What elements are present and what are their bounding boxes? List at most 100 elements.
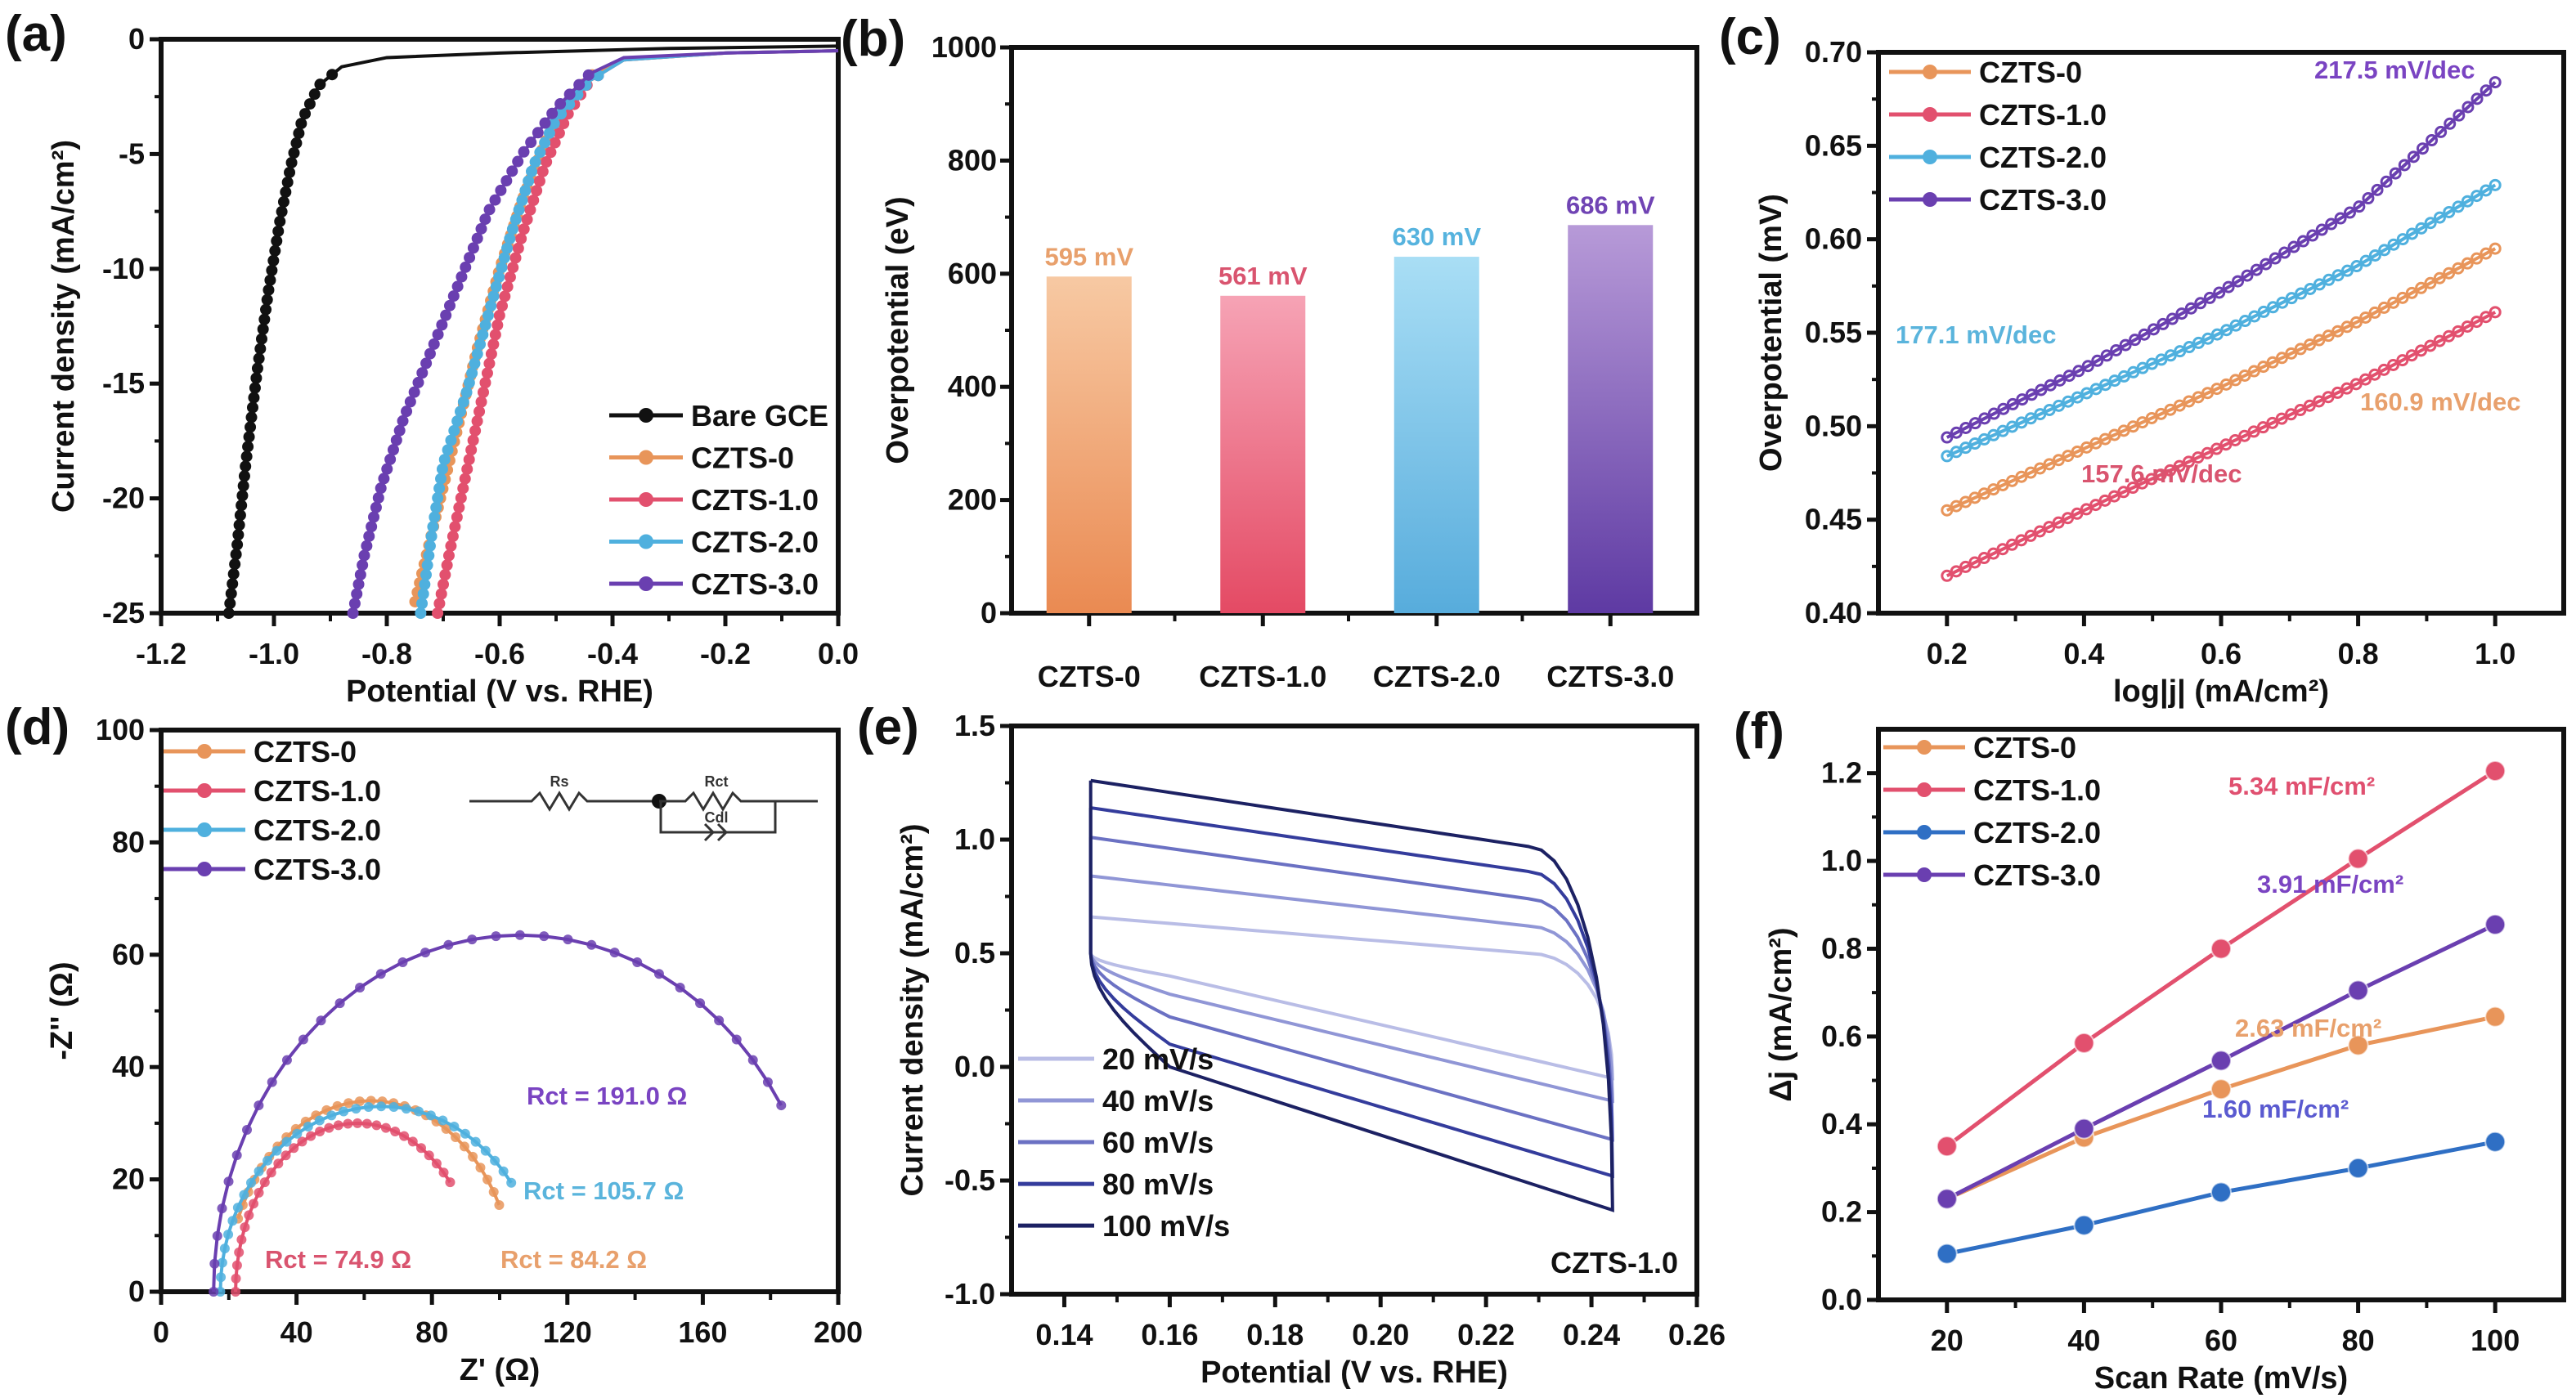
data-point — [2306, 229, 2319, 242]
data-point — [2184, 302, 2197, 315]
data-point — [451, 1132, 461, 1143]
data-point — [234, 509, 246, 522]
y-tick-label: 1.5 — [954, 709, 995, 742]
y-tick-label: 1.0 — [1821, 844, 1862, 877]
data-point — [2480, 84, 2493, 97]
data-point — [2334, 212, 2347, 225]
data-point — [253, 352, 265, 365]
data-point — [276, 205, 288, 217]
data-point — [459, 1141, 469, 1152]
data-point — [438, 1167, 449, 1178]
data-point — [2480, 311, 2493, 324]
data-point — [272, 225, 285, 237]
data-point — [539, 137, 551, 149]
data-point — [420, 948, 431, 958]
data-point — [2416, 142, 2429, 155]
data-point — [251, 362, 263, 374]
data-point — [354, 1096, 365, 1107]
data-point — [1977, 552, 1990, 565]
panel-label-f: (f) — [1734, 703, 1784, 759]
data-point — [2313, 395, 2326, 408]
data-point — [518, 223, 530, 235]
circuit-label-cdl: Cdl — [705, 809, 729, 826]
capacitor-cdl — [703, 822, 729, 842]
data-point — [449, 1121, 460, 1131]
data-point — [457, 396, 469, 408]
data-point — [2433, 334, 2446, 347]
series-czts-2-0 — [1936, 1131, 2506, 1265]
y-tick-label: 0.50 — [1805, 409, 1862, 442]
x-tick-label: 80 — [415, 1315, 448, 1349]
data-point — [445, 1177, 456, 1188]
data-point — [2304, 338, 2317, 351]
x-tick-label: 20 — [1931, 1324, 1963, 1357]
data-point — [2461, 195, 2474, 208]
legend-swatch-marker — [1917, 825, 1932, 840]
tafel-slope-label: 217.5 mV/dec — [2314, 56, 2475, 84]
rct-label: Rct = 105.7 Ω — [523, 1176, 684, 1205]
data-point — [438, 578, 450, 590]
y-tick-label: 0.40 — [1805, 596, 1862, 630]
y-tick-label: 0 — [128, 1275, 145, 1308]
bar-group: 595 mV — [1044, 242, 1133, 613]
data-point — [548, 118, 560, 130]
data-point — [2257, 361, 2270, 374]
circuit-label-rs: Rs — [550, 773, 568, 790]
x-tick-label: 0.26 — [1668, 1318, 1726, 1351]
data-point — [401, 406, 413, 418]
data-point — [2081, 360, 2094, 373]
data-point — [2044, 379, 2057, 392]
data-point — [506, 223, 518, 235]
y-tick-label: 0.0 — [1821, 1283, 1862, 1316]
data-point — [2313, 334, 2326, 347]
legend-item: 20 mV/s — [1018, 1042, 1214, 1076]
data-point — [240, 450, 253, 463]
data-point — [471, 347, 483, 360]
data-point — [248, 392, 260, 404]
data-point — [2091, 354, 2104, 367]
data-point — [2443, 329, 2456, 343]
legend-item: CZTS-1.0 — [164, 774, 381, 808]
data-point — [2387, 296, 2400, 309]
data-point — [415, 607, 427, 619]
y-tick-label: -0.5 — [945, 1163, 995, 1197]
data-point — [2005, 538, 2018, 551]
x-tick-label: 0.4 — [2063, 637, 2104, 670]
legend-label: CZTS-0 — [1979, 56, 2082, 89]
data-point — [397, 414, 409, 427]
data-point — [432, 492, 444, 504]
data-point — [483, 357, 496, 370]
data-point — [423, 549, 435, 562]
data-point — [563, 934, 573, 945]
x-tick-label: 80 — [2342, 1324, 2375, 1357]
data-point — [504, 271, 516, 283]
legend-swatch-marker — [1923, 150, 1937, 164]
data-point — [485, 347, 497, 360]
data-point — [2387, 238, 2400, 251]
y-tick-label: -5 — [119, 137, 145, 170]
data-point — [499, 290, 511, 302]
data-point — [404, 396, 416, 408]
y-axis-label: Current density (mA/cm²) — [895, 823, 930, 1196]
data-point — [2043, 521, 2056, 534]
legend-swatch-marker — [1923, 107, 1937, 122]
data-point — [308, 88, 321, 101]
data-point — [375, 969, 386, 979]
data-point — [714, 1015, 725, 1026]
data-point — [2443, 267, 2456, 280]
data-point — [461, 463, 473, 475]
data-point — [215, 1287, 226, 1297]
data-point — [467, 934, 478, 945]
data-point — [227, 1216, 238, 1226]
data-point — [1959, 421, 1972, 434]
data-point — [2164, 464, 2177, 477]
data-point — [388, 1101, 399, 1112]
y-tick-label: 0.4 — [1821, 1107, 1862, 1140]
data-point — [460, 1128, 470, 1139]
cv-loop — [1088, 778, 1614, 1212]
data-point — [2033, 525, 2046, 538]
data-point — [468, 1151, 478, 1162]
data-point — [467, 242, 479, 254]
data-point — [526, 165, 538, 177]
data-point — [2173, 459, 2186, 473]
